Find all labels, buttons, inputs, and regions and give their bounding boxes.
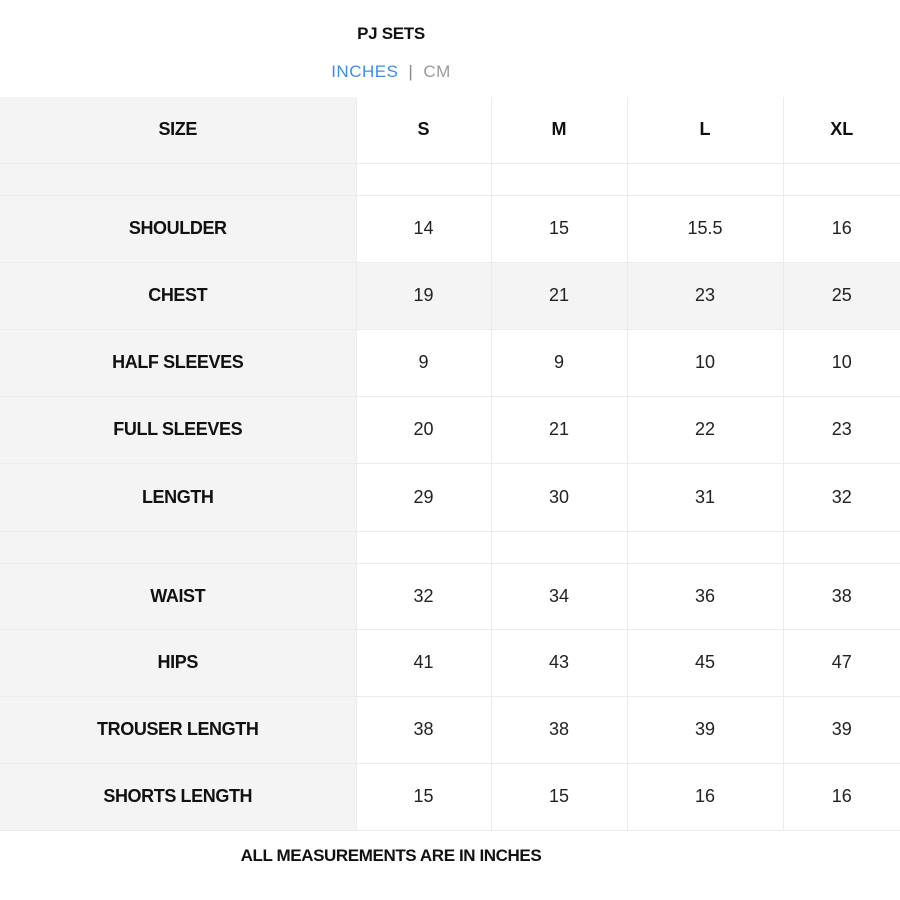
measurement-cell: 39 [626,695,784,764]
size-chart-table: SIZE S M L XL SHOULDER 14 15 15.5 16 CHEST 19 21 23 25… [0,97,900,831]
unit-separator: | [408,62,414,81]
unit-toggle: INCHES | CM [0,62,782,82]
measurement-cell: 23 [626,261,784,330]
measurement-cell: 16 [626,762,784,831]
table-row: HALF SLEEVES 9 9 10 10 [0,328,900,397]
measurement-cell: 15 [355,762,492,831]
table-row: HIPS 41 43 45 47 [0,628,900,697]
cm-tab[interactable]: CM [423,62,451,81]
table-row: SHORTS LENGTH 15 15 16 16 [0,762,900,831]
measurement-cell: 10 [626,328,784,397]
size-header: L [626,97,784,164]
size-label-header: SIZE [0,97,357,164]
measurement-cell [782,530,900,564]
measurement-cell: 15.5 [626,194,784,263]
size-header: XL [782,97,900,164]
measurement-cell: 34 [490,562,628,630]
size-header: M [490,97,628,164]
row-label: TROUSER LENGTH [0,695,357,764]
measurement-cell: 19 [355,261,492,330]
measurement-cell: 21 [490,261,628,330]
table-row: FULL SLEEVES 20 21 22 23 [0,395,900,464]
row-label: SHORTS LENGTH [0,762,357,831]
measurement-cell [490,530,628,564]
row-label [0,530,357,564]
measurement-cell: 14 [355,194,492,263]
measurement-cell: 39 [782,695,900,764]
measurement-cell: 43 [490,628,628,697]
table-row: WAIST 32 34 36 38 [0,562,900,630]
measurement-cell: 32 [782,462,900,532]
measurement-cell [490,162,628,196]
table-header-row: SIZE S M L XL [0,97,900,164]
measurement-cell [782,162,900,196]
measurement-cell: 38 [355,695,492,764]
row-label: LENGTH [0,462,357,532]
measurement-cell: 25 [782,261,900,330]
measurement-cell: 20 [355,395,492,464]
measurement-cell: 9 [490,328,628,397]
spacer-row [0,162,900,196]
row-label: WAIST [0,562,357,630]
measurement-cell: 15 [490,194,628,263]
measurement-cell: 30 [490,462,628,532]
measurement-note: ALL MEASUREMENTS ARE IN INCHES [240,846,542,865]
measurement-cell [626,162,784,196]
measurement-cell: 36 [626,562,784,630]
row-label: FULL SLEEVES [0,395,357,464]
measurement-cell: 32 [355,562,492,630]
page-title: PJ SETS [357,24,425,43]
measurement-cell: 45 [626,628,784,697]
measurement-cell: 16 [782,194,900,263]
measurement-cell [626,530,784,564]
measurement-cell [355,162,492,196]
table-row: LENGTH 29 30 31 32 [0,462,900,532]
measurement-cell: 22 [626,395,784,464]
measurement-cell: 38 [782,562,900,630]
measurement-cell: 23 [782,395,900,464]
size-header: S [355,97,492,164]
row-label [0,162,357,196]
measurement-cell: 38 [490,695,628,764]
row-label: HALF SLEEVES [0,328,357,397]
table-row: TROUSER LENGTH 38 38 39 39 [0,695,900,764]
measurement-cell: 29 [355,462,492,532]
table-row: CHEST 19 21 23 25 [0,261,900,330]
measurement-cell: 10 [782,328,900,397]
spacer-row [0,530,900,564]
measurement-cell: 21 [490,395,628,464]
measurement-cell: 15 [490,762,628,831]
row-label: CHEST [0,261,357,330]
measurement-cell: 31 [626,462,784,532]
measurement-cell: 16 [782,762,900,831]
row-label: SHOULDER [0,194,357,263]
inches-tab[interactable]: INCHES [331,62,399,81]
measurement-cell: 9 [355,328,492,397]
measurement-cell: 41 [355,628,492,697]
table-row: SHOULDER 14 15 15.5 16 [0,194,900,263]
measurement-cell [355,530,492,564]
row-label: HIPS [0,628,357,697]
measurement-cell: 47 [782,628,900,697]
